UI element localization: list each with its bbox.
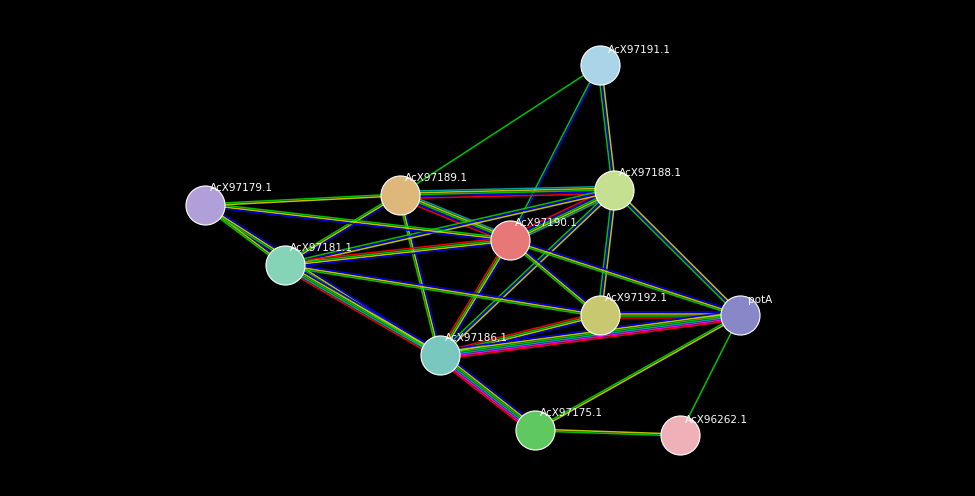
Text: AcX97181.1: AcX97181.1 (290, 243, 353, 253)
Point (277, 261, 292, 269)
Text: AcX97191.1: AcX97191.1 (607, 45, 671, 55)
Point (527, 426, 543, 434)
Point (606, 186, 622, 194)
Text: AcX96262.1: AcX96262.1 (684, 415, 748, 425)
Point (592, 311, 607, 319)
Point (432, 351, 448, 359)
Text: AcX97189.1: AcX97189.1 (405, 173, 468, 183)
Point (732, 311, 748, 319)
Text: AcX97192.1: AcX97192.1 (604, 293, 668, 303)
Point (672, 431, 687, 439)
Point (592, 61, 607, 69)
Text: potA: potA (748, 295, 772, 305)
Text: AcX97175.1: AcX97175.1 (540, 408, 604, 418)
Point (392, 191, 408, 199)
Text: AcX97179.1: AcX97179.1 (210, 183, 273, 193)
Text: AcX97186.1: AcX97186.1 (445, 333, 508, 343)
Point (197, 201, 213, 209)
Point (502, 236, 518, 244)
Text: AcX97190.1: AcX97190.1 (515, 218, 578, 228)
Text: AcX97188.1: AcX97188.1 (619, 168, 682, 178)
